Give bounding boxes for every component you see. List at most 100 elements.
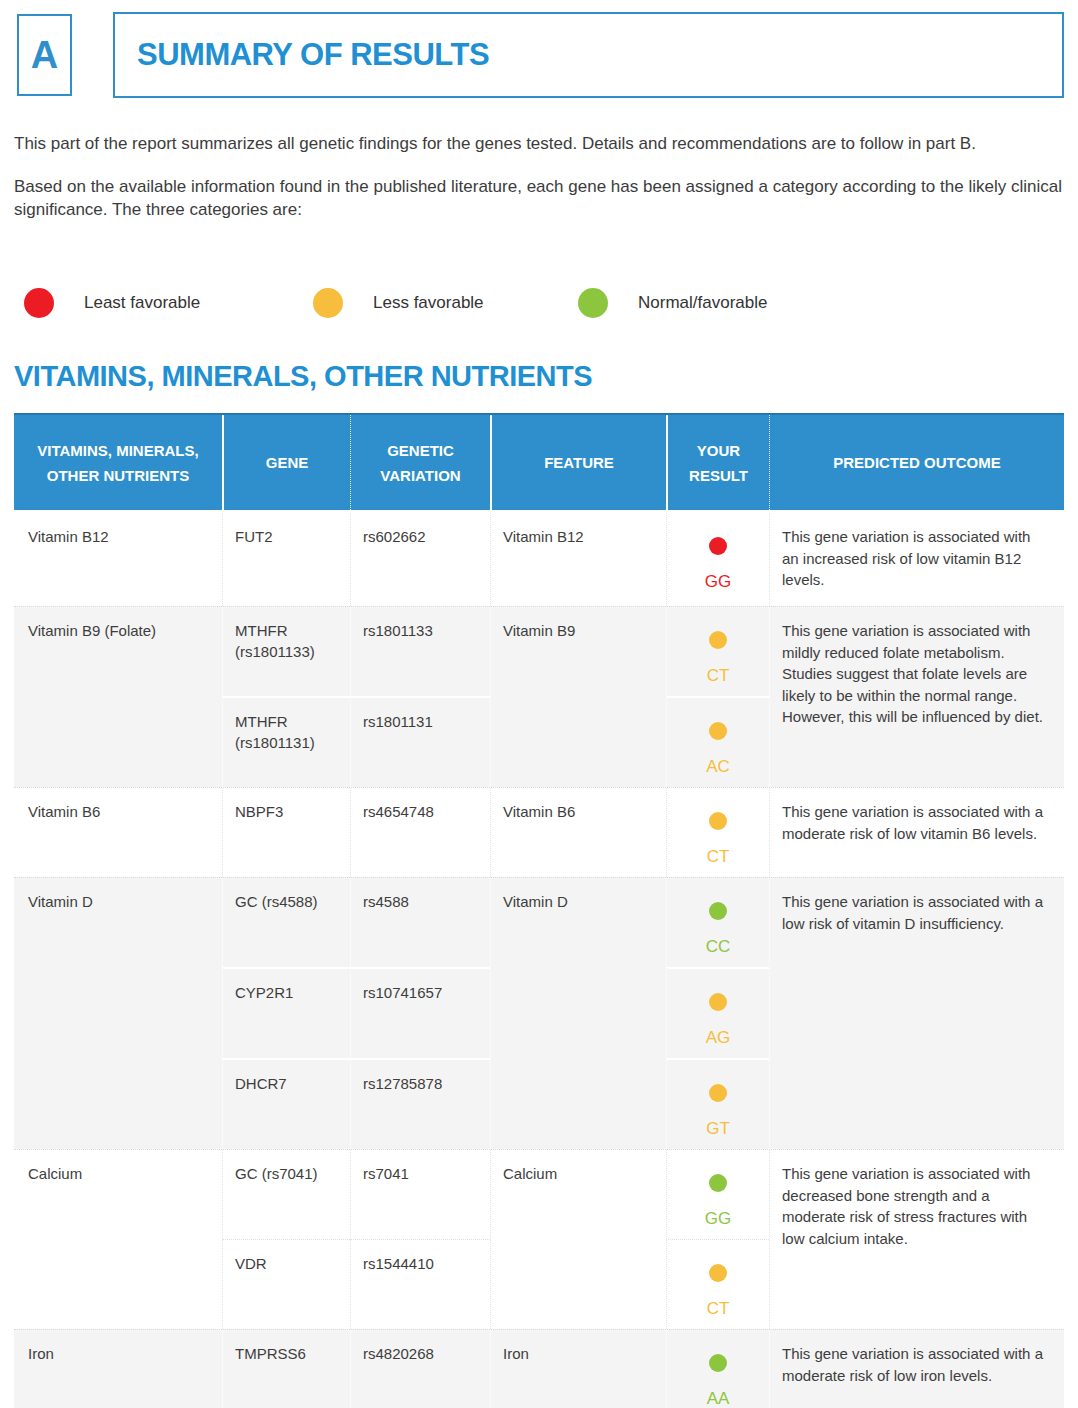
outcome-cell: This gene variation is associated with m… [769, 607, 1064, 787]
result-cell: GG [666, 1150, 769, 1239]
section-letter: A [31, 34, 58, 77]
result-genotype: GG [705, 571, 731, 592]
yellow-result-dot-icon [709, 1084, 727, 1102]
variation-cell: rs1544410 [350, 1239, 490, 1329]
table-row: Vitamin DGC (rs4588)rs4588CCCYP2R1rs1074… [14, 877, 1064, 1149]
feature-cell: Vitamin B12 [490, 513, 666, 606]
gene-cell: GC (rs7041) [222, 1150, 350, 1239]
gene-cell: MTHFR (rs1801131) [222, 696, 350, 787]
table-row: Vitamin B9 (Folate)MTHFR (rs1801133)rs18… [14, 606, 1064, 787]
gene-cell: FUT2 [222, 513, 350, 606]
feature-cell: Iron [490, 1330, 666, 1408]
yellow-result-dot-icon [709, 722, 727, 740]
result-genotype: GT [706, 1118, 730, 1139]
title-box: SUMMARY OF RESULTS [113, 12, 1064, 98]
variation-cell: rs602662 [350, 513, 490, 606]
results-table: VITAMINS, MINERALS, OTHER NUTRIENTS GENE… [14, 413, 1064, 1408]
feature-cell: Vitamin B6 [490, 788, 666, 877]
green-result-dot-icon [709, 1174, 727, 1192]
variation-cell: rs4654748 [350, 788, 490, 877]
table-row: CalciumGC (rs7041)rs7041GGVDRrs1544410CT… [14, 1149, 1064, 1329]
table-header-row: VITAMINS, MINERALS, OTHER NUTRIENTS GENE… [14, 413, 1064, 510]
section-title: VITAMINS, MINERALS, OTHER NUTRIENTS [14, 360, 592, 393]
table-row: Vitamin B6NBPF3rs4654748CTVitamin B6This… [14, 787, 1064, 877]
nutrient-cell: Calcium [14, 1150, 222, 1329]
table-row: IronTMPRSS6rs4820268AATFrs3811647AGIronT… [14, 1329, 1064, 1408]
result-cell: GT [666, 1058, 769, 1149]
yellow-result-dot-icon [709, 1264, 727, 1282]
result-cell: AG [666, 967, 769, 1058]
feature-cell: Calcium [490, 1150, 666, 1329]
yellow-result-dot-icon [709, 812, 727, 830]
gene-cell: GC (rs4588) [222, 878, 350, 967]
column-header-gene: GENE [222, 415, 350, 510]
column-header-nutrients: VITAMINS, MINERALS, OTHER NUTRIENTS [14, 415, 222, 510]
gene-cell: VDR [222, 1239, 350, 1329]
gene-cell: CYP2R1 [222, 967, 350, 1058]
gene-cell: DHCR7 [222, 1058, 350, 1149]
yellow-dot-icon [313, 288, 343, 318]
result-genotype: AA [707, 1388, 730, 1408]
table-row: Vitamin B12FUT2rs602662GGVitamin B12This… [14, 513, 1064, 606]
variation-cell: rs4588 [350, 878, 490, 967]
result-cell: AC [666, 696, 769, 787]
result-cell: AA [666, 1330, 769, 1408]
result-cell: CT [666, 607, 769, 696]
result-genotype: CC [706, 936, 731, 957]
nutrient-cell: Vitamin B9 (Folate) [14, 607, 222, 787]
green-dot-icon [578, 288, 608, 318]
result-cell: GG [666, 513, 769, 606]
legend-item-normal-favorable: Normal/favorable [578, 288, 767, 318]
gene-cell: TMPRSS6 [222, 1330, 350, 1408]
result-genotype: CT [707, 846, 730, 867]
result-genotype: AG [706, 1027, 731, 1048]
feature-cell: Vitamin B9 [490, 607, 666, 787]
intro-paragraph-1: This part of the report summarizes all g… [14, 132, 1062, 155]
result-genotype: CT [707, 1298, 730, 1319]
gene-cell: MTHFR (rs1801133) [222, 607, 350, 696]
result-cell: CT [666, 1239, 769, 1329]
category-legend: Least favorable Less favorable Normal/fa… [0, 288, 1078, 320]
variation-cell: rs1801131 [350, 696, 490, 787]
variation-cell: rs4820268 [350, 1330, 490, 1408]
yellow-result-dot-icon [709, 631, 727, 649]
green-result-dot-icon [709, 902, 727, 920]
nutrient-cell: Vitamin B6 [14, 788, 222, 877]
legend-label: Least favorable [84, 293, 200, 313]
page-title: SUMMARY OF RESULTS [137, 37, 489, 73]
nutrient-cell: Vitamin D [14, 878, 222, 1149]
outcome-cell: This gene variation is associated with d… [769, 1150, 1064, 1329]
result-genotype: AC [706, 756, 730, 777]
legend-label: Normal/favorable [638, 293, 767, 313]
red-dot-icon [24, 288, 54, 318]
legend-label: Less favorable [373, 293, 484, 313]
feature-cell: Vitamin D [490, 878, 666, 1149]
table-body: Vitamin B12FUT2rs602662GGVitamin B12This… [14, 513, 1064, 1408]
result-cell: CT [666, 788, 769, 877]
yellow-result-dot-icon [709, 993, 727, 1011]
result-genotype: GG [705, 1208, 731, 1229]
red-result-dot-icon [709, 537, 727, 555]
gene-cell: NBPF3 [222, 788, 350, 877]
outcome-cell: This gene variation is associated with a… [769, 1330, 1064, 1408]
page-banner: A SUMMARY OF RESULTS [17, 12, 1064, 96]
variation-cell: rs12785878 [350, 1058, 490, 1149]
outcome-cell: This gene variation is associated with a… [769, 878, 1064, 1149]
section-letter-box: A [17, 14, 72, 96]
result-genotype: CT [707, 665, 730, 686]
nutrient-cell: Vitamin B12 [14, 513, 222, 606]
legend-item-least-favorable: Least favorable [24, 288, 200, 318]
intro-paragraph-2: Based on the available information found… [14, 175, 1062, 221]
legend-item-less-favorable: Less favorable [313, 288, 484, 318]
result-cell: CC [666, 878, 769, 967]
green-result-dot-icon [709, 1354, 727, 1372]
variation-cell: rs1801133 [350, 607, 490, 696]
report-page: A SUMMARY OF RESULTS This part of the re… [0, 0, 1078, 1408]
nutrient-cell: Iron [14, 1330, 222, 1408]
column-header-your-result: YOUR RESULT [666, 415, 769, 510]
outcome-cell: This gene variation is associated with a… [769, 513, 1064, 606]
column-header-predicted-outcome: PREDICTED OUTCOME [769, 415, 1064, 510]
intro-section: This part of the report summarizes all g… [14, 132, 1062, 221]
variation-cell: rs7041 [350, 1150, 490, 1239]
outcome-cell: This gene variation is associated with a… [769, 788, 1064, 877]
